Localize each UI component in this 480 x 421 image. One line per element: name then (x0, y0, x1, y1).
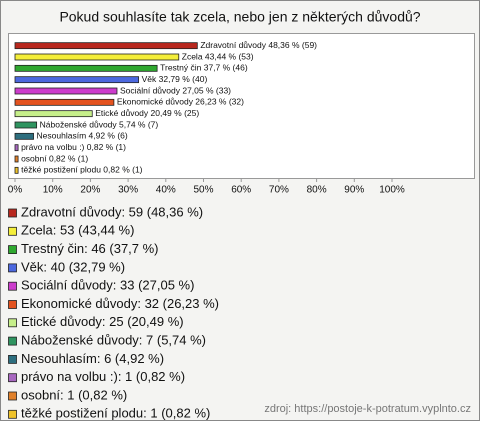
legend-label: Zdravotní důvody: 59 (48,36 %) (21, 204, 203, 219)
legend-label: Trestný čin: 46 (37,7 %) (21, 241, 159, 256)
bar (14, 98, 115, 106)
legend-swatch (8, 281, 17, 291)
bar (14, 121, 38, 129)
x-tick-label: 30% (118, 185, 138, 196)
bar (14, 64, 158, 72)
legend-swatch (8, 318, 17, 328)
legend-swatch (8, 354, 17, 364)
data-label: právo na volbu :) 0,82 % (1) (21, 142, 126, 152)
data-label: Ekonomické důvody 26,23 % (32) (117, 97, 244, 107)
x-tick-label: 0% (8, 185, 23, 196)
bar (14, 87, 118, 95)
legend-swatch (8, 391, 17, 401)
data-label: osobní 0,82 % (1) (21, 153, 88, 163)
legend-label: Sociální důvody: 33 (27,05 %) (21, 278, 194, 293)
data-label: Zcela 43,44 % (53) (182, 51, 254, 61)
legend-swatch (8, 409, 17, 419)
x-tick-label: 40% (156, 185, 176, 196)
legend-label: osobní: 1 (0,82 %) (21, 387, 127, 402)
legend-label: Věk: 40 (32,79 %) (21, 259, 125, 274)
legend-label: Zcela: 53 (43,44 %) (21, 223, 134, 238)
x-tick-label: 60% (231, 185, 251, 196)
legend-label: Ekonomické důvody: 32 (26,23 %) (21, 296, 219, 311)
x-tick-label: 50% (193, 185, 213, 196)
source: zdroj: https://postoje-k-potratum.vyplnt… (264, 403, 471, 415)
data-label: Etické důvody 20,49 % (25) (95, 108, 199, 118)
legend-label: Etické důvody: 25 (20,49 %) (21, 314, 184, 329)
x-tick-label: 90% (344, 185, 364, 196)
x-tick-label: 70% (269, 185, 289, 196)
legend-swatch (8, 300, 17, 309)
legend-swatch (8, 245, 17, 255)
legend-label: těžké postižení plodu: 1 (0,82 %) (21, 406, 210, 421)
x-tick-label: 20% (80, 185, 100, 196)
data-label: Věk 32,79 % (40) (142, 74, 208, 84)
bar (14, 53, 180, 61)
bar (14, 155, 19, 163)
legend-swatch (8, 373, 17, 383)
legend-swatch (8, 336, 17, 346)
bar (14, 132, 34, 140)
bar (14, 166, 19, 174)
data-label: Náboženské důvody 5,74 % (7) (40, 119, 159, 129)
legend-label: právo na volbu :): 1 (0,82 %) (21, 369, 185, 384)
bar (14, 144, 19, 152)
data-label: Trestný čin 37,7 % (46) (160, 63, 248, 73)
chart-title: Pokud souhlasíte tak zcela, nebo jen z n… (59, 9, 420, 25)
x-tick-label: 100% (379, 185, 405, 196)
data-label: těžké postižení plodu 0,82 % (1) (21, 165, 143, 175)
legend-label: Nesouhlasím: 6 (4,92 %) (21, 351, 164, 366)
legend-swatch (8, 263, 17, 273)
x-tick-label: 10% (43, 185, 63, 196)
legend-label: Náboženské důvody: 7 (5,74 %) (21, 333, 206, 348)
legend-swatch (8, 208, 17, 218)
data-label: Sociální důvody 27,05 % (33) (120, 85, 231, 95)
bar (14, 42, 198, 50)
data-label: Nesouhlasím 4,92 % (6) (37, 131, 128, 141)
bar (14, 76, 140, 84)
x-tick-label: 80% (307, 185, 327, 196)
legend-swatch (8, 226, 17, 236)
data-label: Zdravotní důvody 48,36 % (59) (200, 40, 317, 50)
bar (14, 110, 93, 118)
